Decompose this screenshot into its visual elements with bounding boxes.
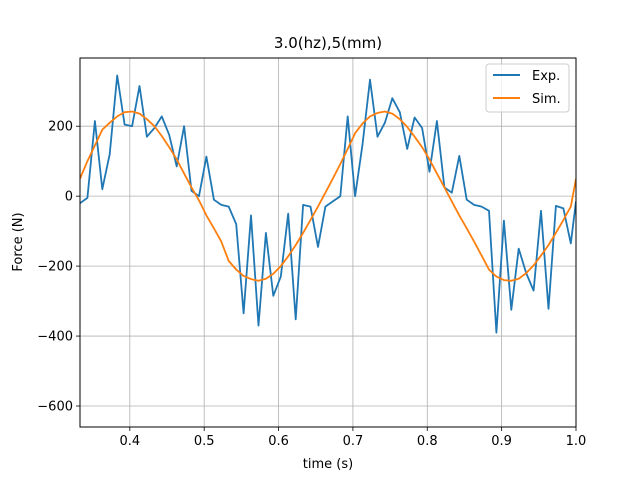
x-tick-label: 0.7 [343, 434, 364, 449]
y-tick-label: −600 [37, 400, 73, 415]
x-axis-label: time (s) [303, 457, 353, 472]
x-tick-label: 0.8 [417, 434, 438, 449]
y-tick-label: −200 [37, 260, 73, 275]
plot-series [80, 74, 576, 334]
x-tick-label: 0.4 [119, 434, 140, 449]
series-line-exp [80, 74, 576, 334]
legend-label-exp: Exp. [532, 69, 560, 84]
y-tick-label: −400 [37, 330, 73, 345]
legend: Exp. Sim. [485, 63, 570, 113]
y-tick-label: 200 [48, 120, 73, 135]
y-tick-label: 0 [65, 190, 73, 205]
x-tick-label: 0.5 [194, 434, 215, 449]
x-tick-label: 0.9 [491, 434, 512, 449]
y-axis-ticks: −600 −400 −200 0 200 [37, 120, 80, 415]
legend-label-sim: Sim. [532, 92, 561, 107]
plot-frame [79, 57, 577, 428]
chart-title: 3.0(hz),5(mm) [274, 34, 382, 52]
series-line-sim [80, 110, 576, 282]
y-axis-label: Force (N) [11, 212, 26, 271]
x-tick-label: 0.6 [268, 434, 289, 449]
grid-lines [80, 58, 577, 427]
x-axis-ticks: 0.4 0.5 0.6 0.7 0.8 0.9 1.0 [119, 427, 586, 449]
x-tick-label: 1.0 [566, 434, 587, 449]
